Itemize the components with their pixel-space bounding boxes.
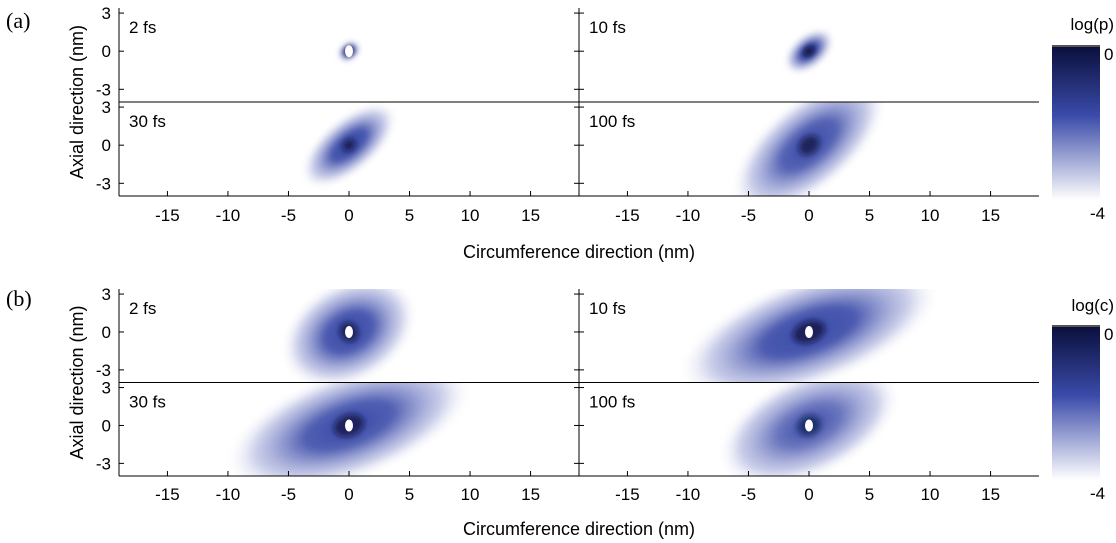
time-label: 2 fs bbox=[129, 299, 156, 318]
time-label: 100 fs bbox=[589, 112, 635, 131]
y-tick-label: 3 bbox=[102, 98, 111, 117]
colorbar-max-label: 0 bbox=[1104, 45, 1113, 64]
x-tick-label: 5 bbox=[405, 206, 414, 225]
time-label: 10 fs bbox=[589, 18, 626, 37]
subplot-100fs bbox=[730, 102, 888, 196]
x-tick-label: -15 bbox=[155, 206, 180, 225]
x-tick-label: 15 bbox=[981, 485, 1000, 504]
x-tick-label: 0 bbox=[344, 485, 353, 504]
y-tick-label: -3 bbox=[96, 174, 111, 193]
y-tick-label: -3 bbox=[96, 80, 111, 99]
panel-label: (b) bbox=[6, 286, 32, 311]
x-tick-label: -15 bbox=[615, 206, 640, 225]
density-core bbox=[342, 139, 356, 152]
colorbar-min-label: -4 bbox=[1090, 204, 1105, 223]
x-tick-label: 10 bbox=[921, 206, 940, 225]
y-axis-title: Axial direction (nm) bbox=[67, 305, 87, 459]
panel-label: (a) bbox=[6, 8, 30, 33]
time-label: 30 fs bbox=[129, 112, 166, 131]
time-label: 100 fs bbox=[589, 393, 635, 412]
x-tick-label: -10 bbox=[216, 206, 241, 225]
subplot-2fs bbox=[337, 40, 361, 63]
x-tick-label: 5 bbox=[865, 485, 874, 504]
x-tick-label: 5 bbox=[405, 485, 414, 504]
x-tick-label: 5 bbox=[865, 206, 874, 225]
y-axis-title: Axial direction (nm) bbox=[67, 25, 87, 179]
x-tick-label: 0 bbox=[804, 485, 813, 504]
colorbar-title: log(p) bbox=[1071, 15, 1114, 34]
x-tick-label: 10 bbox=[461, 485, 480, 504]
y-tick-label: 3 bbox=[102, 285, 111, 304]
subplot-100fs bbox=[717, 382, 901, 476]
center-hole bbox=[345, 325, 353, 338]
time-label: 10 fs bbox=[589, 299, 626, 318]
x-tick-label: -15 bbox=[615, 485, 640, 504]
x-axis-title: Circumference direction (nm) bbox=[463, 519, 695, 539]
x-tick-label: 0 bbox=[344, 206, 353, 225]
time-label: 30 fs bbox=[129, 393, 166, 412]
colorbar bbox=[1052, 326, 1100, 480]
x-tick-label: -10 bbox=[676, 206, 701, 225]
colorbar-title: log(c) bbox=[1071, 296, 1114, 315]
y-tick-label: 0 bbox=[102, 416, 111, 435]
x-tick-label: 15 bbox=[521, 206, 540, 225]
center-hole bbox=[345, 419, 353, 432]
y-tick-label: 3 bbox=[102, 379, 111, 398]
x-tick-label: 15 bbox=[521, 485, 540, 504]
x-tick-label: 0 bbox=[804, 206, 813, 225]
panel-frame bbox=[118, 8, 1039, 197]
colorbar-min-label: -4 bbox=[1090, 484, 1105, 503]
x-tick-label: -5 bbox=[281, 206, 296, 225]
panel-frame bbox=[118, 289, 1039, 477]
density-core bbox=[804, 46, 814, 56]
x-tick-label: -5 bbox=[281, 485, 296, 504]
x-tick-label: 10 bbox=[461, 206, 480, 225]
x-axis-title: Circumference direction (nm) bbox=[463, 242, 695, 262]
subplot-30fs bbox=[224, 382, 474, 476]
x-tick-label: 15 bbox=[981, 206, 1000, 225]
time-label: 2 fs bbox=[129, 18, 156, 37]
y-tick-label: 0 bbox=[102, 323, 111, 342]
x-tick-label: -10 bbox=[676, 485, 701, 504]
y-tick-label: -3 bbox=[96, 454, 111, 473]
center-hole bbox=[805, 325, 813, 338]
center-hole bbox=[805, 419, 813, 432]
x-tick-label: -5 bbox=[741, 485, 756, 504]
y-tick-label: -3 bbox=[96, 361, 111, 380]
subplot-30fs bbox=[300, 102, 398, 189]
x-tick-label: 10 bbox=[921, 485, 940, 504]
y-tick-label: 0 bbox=[102, 136, 111, 155]
x-tick-label: -10 bbox=[216, 485, 241, 504]
colorbar-max-label: 0 bbox=[1104, 325, 1113, 344]
y-tick-label: 3 bbox=[102, 4, 111, 23]
colorbar bbox=[1052, 46, 1100, 200]
subplot-10fs bbox=[677, 289, 941, 383]
subplot-2fs bbox=[280, 289, 418, 383]
center-hole bbox=[345, 45, 353, 58]
x-tick-label: -5 bbox=[741, 206, 756, 225]
x-tick-label: -15 bbox=[155, 485, 180, 504]
density-core bbox=[798, 135, 820, 156]
subplot-10fs bbox=[783, 28, 835, 75]
y-tick-label: 0 bbox=[102, 42, 111, 61]
